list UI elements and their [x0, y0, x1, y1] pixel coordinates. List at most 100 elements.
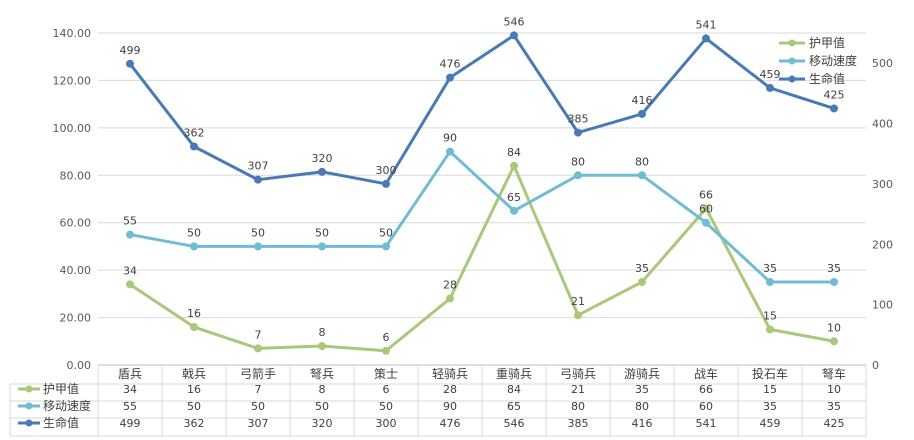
legend-label: 生命值 — [809, 71, 845, 86]
category-label: 战车 — [694, 366, 718, 381]
series-line — [128, 33, 835, 186]
category-label: 弓骑兵 — [560, 367, 596, 381]
left-tick-label: 120.00 — [53, 74, 92, 87]
series-line — [129, 164, 835, 353]
data-point — [574, 128, 582, 137]
category-label: 游骑兵 — [624, 367, 660, 381]
data-label: 50 — [251, 226, 265, 239]
data-label: 476 — [440, 58, 461, 71]
table-cell: 35 — [827, 400, 841, 413]
category-label: 轻骑兵 — [432, 367, 468, 381]
data-point — [510, 161, 518, 170]
data-label: 546 — [504, 15, 525, 28]
category-label: 弩兵 — [310, 367, 334, 381]
table-cell: 307 — [248, 417, 269, 430]
data-label: 35 — [763, 262, 777, 275]
right-tick-label: 0 — [872, 359, 879, 372]
data-point — [254, 175, 262, 184]
table-cell: 80 — [571, 400, 585, 413]
table-legend-marker — [25, 385, 33, 393]
data-label: 10 — [827, 321, 841, 334]
gridlines — [98, 32, 866, 366]
data-label: 21 — [571, 295, 585, 308]
table-cell: 416 — [632, 417, 653, 430]
table-cell: 34 — [123, 383, 137, 396]
table-series-name: 生命值 — [43, 415, 79, 430]
left-tick-label: 100.00 — [53, 122, 92, 135]
data-point — [766, 278, 774, 286]
data-point — [766, 325, 774, 334]
data-label: 307 — [248, 160, 269, 173]
table-cell: 425 — [824, 417, 845, 430]
category-label: 重骑兵 — [496, 367, 532, 381]
data-label: 60 — [699, 203, 713, 216]
table-cell: 476 — [440, 417, 461, 430]
data-point — [702, 34, 710, 43]
data-point — [190, 142, 198, 151]
table-cell: 90 — [443, 400, 457, 413]
right-tick-label: 200 — [872, 238, 893, 251]
data-label: 362 — [184, 126, 205, 139]
table-cell: 385 — [568, 417, 589, 430]
data-label: 35 — [635, 262, 649, 275]
table-series-name: 护甲值 — [43, 381, 79, 396]
left-tick-label: 40.00 — [60, 264, 92, 277]
data-point — [382, 179, 390, 188]
table-cell: 28 — [443, 383, 457, 396]
data-label: 300 — [376, 164, 397, 177]
table-cell: 8 — [319, 383, 326, 396]
data-point — [446, 294, 454, 303]
data-point — [254, 344, 262, 353]
table-cell: 65 — [507, 400, 521, 413]
data-label: 16 — [187, 307, 201, 320]
legend-label: 护甲值 — [809, 35, 845, 50]
table-cell: 320 — [312, 417, 333, 430]
data-point — [382, 242, 390, 251]
table-cell: 50 — [251, 400, 265, 413]
table-cell: 35 — [635, 383, 649, 396]
data-point — [446, 73, 454, 82]
right-tick-label: 500 — [872, 57, 893, 70]
data-point — [318, 242, 326, 251]
legend-marker — [788, 39, 796, 47]
table-series-name: 移动速度 — [43, 398, 91, 413]
table-cell: 16 — [187, 383, 201, 396]
data-point — [446, 147, 454, 156]
table-cell: 35 — [763, 400, 777, 413]
left-tick-label: 60.00 — [60, 217, 92, 230]
category-label: 盾兵 — [118, 367, 142, 381]
table-legend-marker — [25, 402, 33, 410]
data-point — [574, 171, 582, 180]
table-cell: 84 — [507, 383, 521, 396]
data-point — [254, 242, 262, 251]
left-tick-label: 140.00 — [53, 27, 92, 40]
data-point — [510, 206, 518, 215]
table-cell: 459 — [760, 417, 781, 430]
data-label: 34 — [123, 264, 137, 277]
data-label: 541 — [696, 18, 717, 31]
data-label: 8 — [319, 326, 326, 339]
table-cell: 15 — [763, 383, 777, 396]
data-label: 35 — [827, 262, 841, 275]
legend-marker — [788, 57, 796, 65]
category-label: 弩车 — [822, 366, 846, 381]
right-tick-label: 300 — [872, 178, 893, 191]
table-cell: 7 — [255, 383, 262, 396]
data-label: 320 — [312, 152, 333, 165]
table-cell: 300 — [376, 417, 397, 430]
data-label: 15 — [763, 309, 777, 322]
category-label: 策士 — [374, 367, 398, 381]
table-legend-marker — [25, 419, 33, 427]
data-label: 55 — [123, 215, 137, 228]
data-label: 50 — [379, 226, 393, 239]
table-cell: 80 — [635, 400, 649, 413]
left-tick-label: 0.00 — [67, 359, 92, 372]
data-point — [126, 280, 134, 289]
legend-marker — [788, 75, 796, 83]
data-label: 65 — [507, 191, 521, 204]
data-point — [638, 171, 646, 180]
data-label: 499 — [120, 44, 141, 57]
data-point — [318, 342, 326, 351]
